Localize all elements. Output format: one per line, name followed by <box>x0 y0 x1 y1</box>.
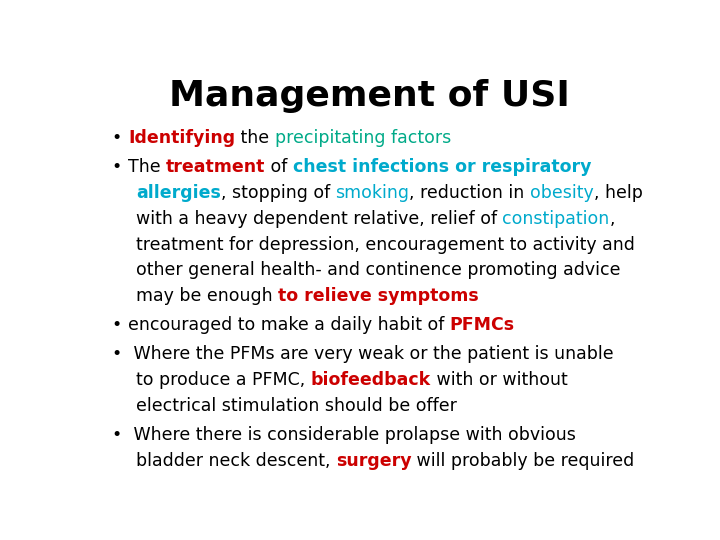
Text: allergies: allergies <box>136 184 220 202</box>
Text: Identifying: Identifying <box>128 129 235 147</box>
Text: with or without: with or without <box>431 371 567 389</box>
Text: bladder neck descent,: bladder neck descent, <box>136 452 336 470</box>
Text: electrical stimulation should be offer: electrical stimulation should be offer <box>136 397 456 415</box>
Text: PFMCs: PFMCs <box>450 316 515 334</box>
Text: constipation: constipation <box>503 210 610 228</box>
Text: with a heavy dependent relative, relief of: with a heavy dependent relative, relief … <box>136 210 503 228</box>
Text: Management of USI: Management of USI <box>168 79 570 113</box>
Text: The: The <box>128 158 166 177</box>
Text: treatment for depression, encouragement to activity and: treatment for depression, encouragement … <box>136 235 634 254</box>
Text: other general health- and continence promoting advice: other general health- and continence pro… <box>136 261 620 280</box>
Text: Where there is considerable prolapse with obvious: Where there is considerable prolapse wit… <box>128 426 576 444</box>
Text: the: the <box>235 129 275 147</box>
Text: will probably be required: will probably be required <box>411 452 634 470</box>
Text: obesity: obesity <box>530 184 594 202</box>
Text: surgery: surgery <box>336 452 411 470</box>
Text: encouraged to make a daily habit of: encouraged to make a daily habit of <box>128 316 450 334</box>
Text: precipitating factors: precipitating factors <box>275 129 451 147</box>
Text: Where the PFMs are very weak or the patient is unable: Where the PFMs are very weak or the pati… <box>128 346 613 363</box>
Text: may be enough: may be enough <box>136 287 278 305</box>
Text: biofeedback: biofeedback <box>310 371 431 389</box>
Text: , help: , help <box>594 184 643 202</box>
Text: •: • <box>111 316 122 334</box>
Text: •: • <box>111 426 122 444</box>
Text: •: • <box>111 346 122 363</box>
Text: smoking: smoking <box>336 184 410 202</box>
Text: chest infections or respiratory: chest infections or respiratory <box>293 158 592 177</box>
Text: to relieve symptoms: to relieve symptoms <box>278 287 479 305</box>
Text: •: • <box>111 129 122 147</box>
Text: treatment: treatment <box>166 158 266 177</box>
Text: , stopping of: , stopping of <box>220 184 336 202</box>
Text: ,: , <box>610 210 615 228</box>
Text: of: of <box>266 158 293 177</box>
Text: , reduction in: , reduction in <box>410 184 530 202</box>
Text: •: • <box>111 158 122 177</box>
Text: to produce a PFMC,: to produce a PFMC, <box>136 371 310 389</box>
